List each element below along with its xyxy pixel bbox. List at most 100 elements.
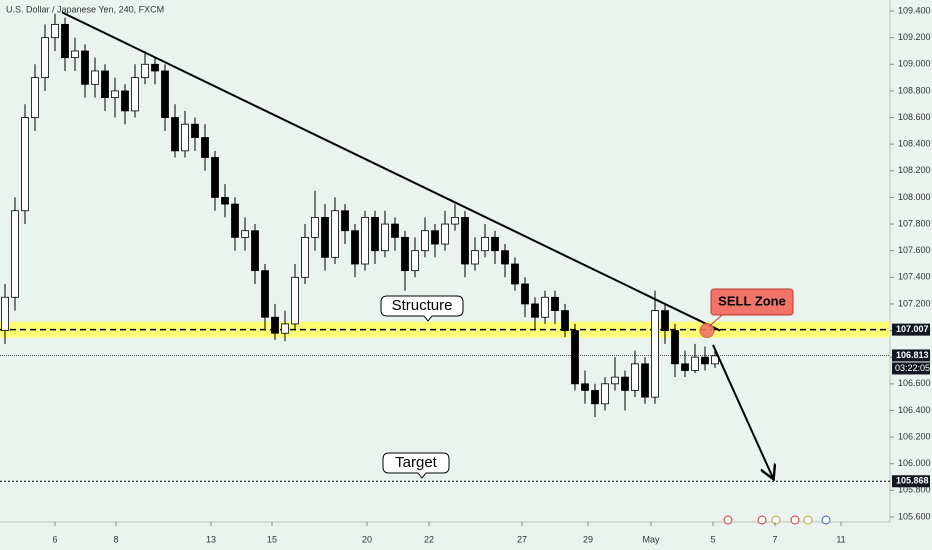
candle-body <box>351 230 359 265</box>
candle-body <box>131 77 139 112</box>
candle-body <box>541 296 549 318</box>
candle-body <box>281 323 289 334</box>
candle-body <box>531 303 539 318</box>
candle-body <box>381 223 389 252</box>
current-price-label-box <box>892 349 930 362</box>
x-tick-label: 11 <box>836 534 845 544</box>
y-tick-label: 109.000 <box>898 59 931 69</box>
y-tick-label: 106.600 <box>898 378 931 388</box>
candle-body <box>701 356 709 365</box>
candle-body <box>51 23 59 39</box>
candle-body <box>151 63 159 72</box>
candle-body <box>711 355 719 365</box>
target-callout-label: Target <box>395 454 438 471</box>
candle-body <box>71 50 79 59</box>
candle-body <box>501 250 509 265</box>
candle-body <box>411 250 419 272</box>
candle-body <box>661 310 669 331</box>
candle-body <box>251 230 259 272</box>
candle-body <box>691 356 699 371</box>
candle-body <box>191 123 199 138</box>
candle-body <box>101 70 109 98</box>
candle-body <box>361 217 369 265</box>
candle-body <box>171 117 179 152</box>
target-price-label: 105.868 <box>896 476 929 486</box>
candle-body <box>31 77 39 118</box>
candle-body <box>571 330 579 385</box>
candle-body <box>671 330 679 365</box>
candle-body <box>611 376 619 385</box>
candle-body <box>391 223 399 238</box>
candle-body <box>221 197 229 205</box>
y-tick-label: 109.400 <box>898 5 931 15</box>
candle-body <box>481 236 489 252</box>
sell-zone-label: SELL Zone <box>718 293 786 308</box>
y-tick-label: 107.200 <box>898 298 931 308</box>
candle-body <box>111 90 119 98</box>
y-tick-label: 106.200 <box>898 431 931 441</box>
y-tick-label: 108.200 <box>898 165 931 175</box>
x-tick-label: May <box>642 534 660 544</box>
candle-body <box>21 117 29 212</box>
candle-body <box>341 210 349 232</box>
x-tick-label: 15 <box>267 534 277 544</box>
candle-body <box>181 123 189 152</box>
y-tick-label: 105.800 <box>898 485 931 495</box>
candle-body <box>11 210 19 298</box>
y-tick-label: 107.800 <box>898 218 931 228</box>
candle-body <box>621 376 629 391</box>
countdown-box <box>892 362 930 375</box>
x-tick-label: 13 <box>206 534 216 544</box>
candle-body <box>121 90 129 112</box>
y-tick-label: 106.000 <box>898 458 931 468</box>
sell-zone-tail <box>709 314 723 326</box>
candle-body <box>401 236 409 272</box>
x-tick-label: 27 <box>517 534 527 544</box>
sell-point <box>699 323 715 339</box>
structure-callout-label: Structure <box>392 297 453 314</box>
candle-body <box>161 70 169 118</box>
candle-body <box>511 263 519 285</box>
x-tick-label: 7 <box>772 534 777 544</box>
x-tick-label: 20 <box>362 534 372 544</box>
candle-body <box>681 363 689 371</box>
candle-body <box>641 363 649 398</box>
candle-body <box>521 283 529 305</box>
x-tick-label: 8 <box>113 534 118 544</box>
candle-body <box>211 157 219 198</box>
countdown: 03:22:05 <box>895 363 930 373</box>
trendline <box>61 11 721 332</box>
candle-body <box>91 70 99 85</box>
candle-body <box>461 217 469 265</box>
chart-title: U.S. Dollar / Japanese Yen, 240, FXCM <box>6 4 164 14</box>
candle-body <box>241 230 249 238</box>
candle-body <box>41 37 49 79</box>
candle-body <box>581 383 589 391</box>
candle-body <box>431 230 439 245</box>
candle-body <box>601 383 609 405</box>
y-tick-label: 109.200 <box>898 32 931 42</box>
x-tick-label: 29 <box>583 534 593 544</box>
structure-callout-box <box>380 295 464 322</box>
x-tick-label: 6 <box>52 534 57 544</box>
sell-zone-box <box>710 288 794 316</box>
candle-body <box>261 270 269 318</box>
event-flags <box>723 515 831 525</box>
y-tick-label: 108.600 <box>898 112 931 122</box>
y-tick-label: 107.600 <box>898 245 931 255</box>
y-tick-label: 105.600 <box>898 511 931 521</box>
y-tick-label: 107.400 <box>898 272 931 282</box>
candle-body <box>371 217 379 252</box>
candle-body <box>81 50 89 85</box>
candle-body <box>551 296 559 311</box>
target-price-label-box <box>892 475 930 488</box>
candle-body <box>561 310 569 331</box>
candle-body <box>471 250 479 265</box>
candle-body <box>231 203 239 238</box>
target-callout-box <box>382 452 450 479</box>
candle-body <box>591 390 599 405</box>
candle-body <box>201 137 209 158</box>
structure-price-label-box <box>892 323 930 336</box>
structure-price-label: 107.007 <box>896 324 929 334</box>
